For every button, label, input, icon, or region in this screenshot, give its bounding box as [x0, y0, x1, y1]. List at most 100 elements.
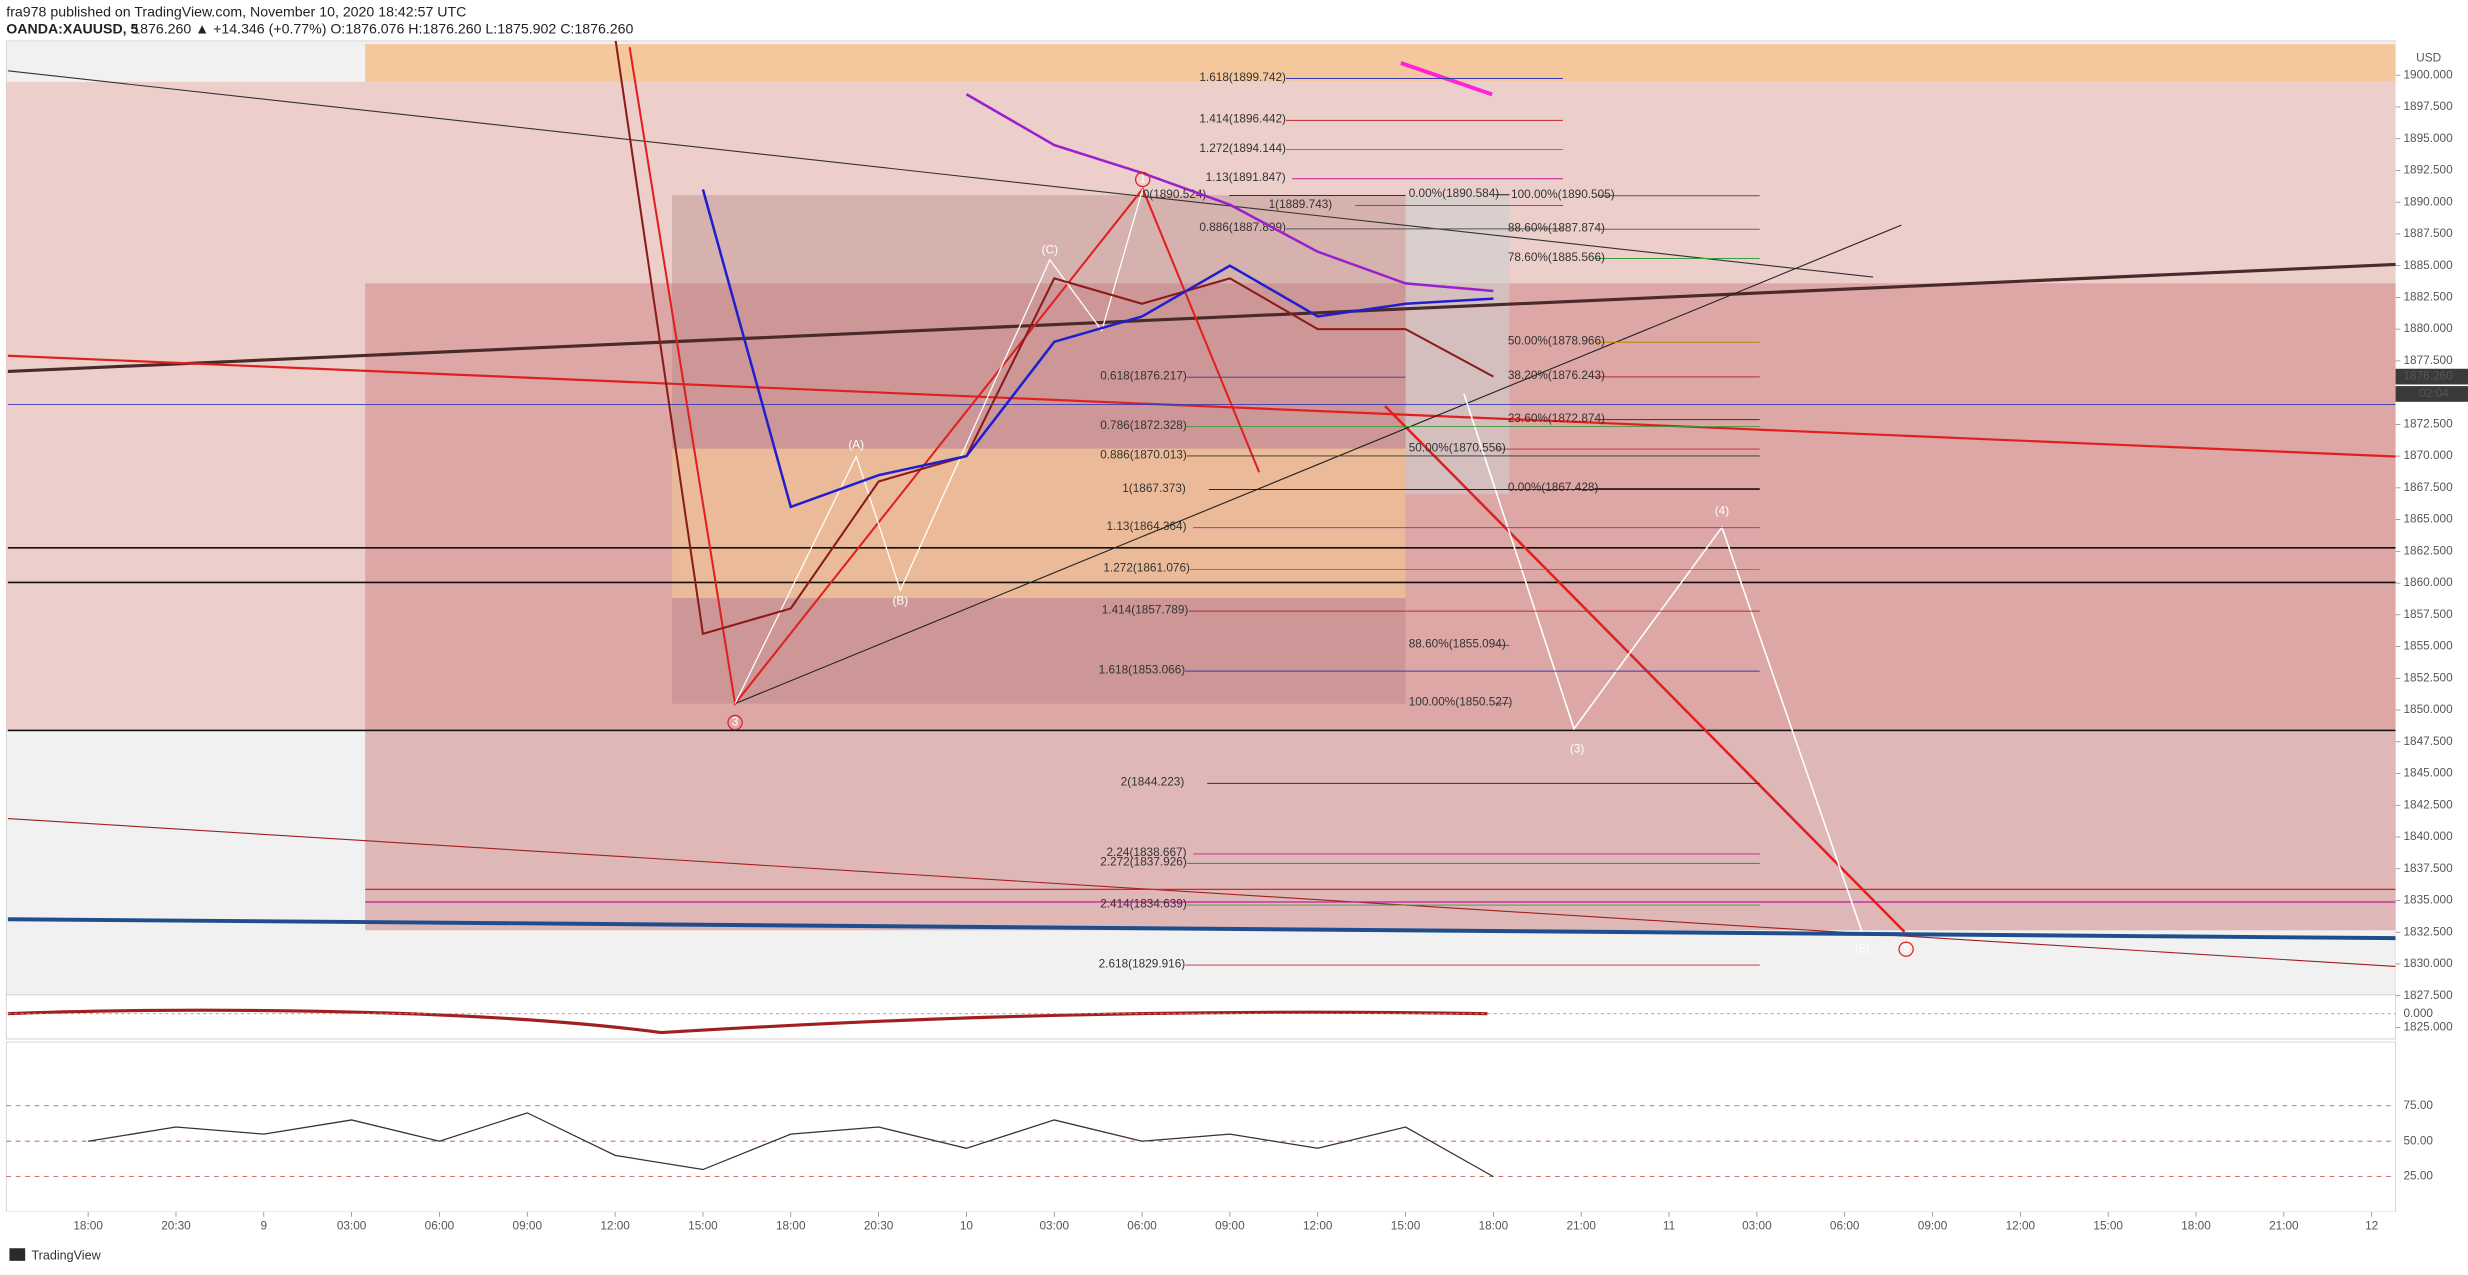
y-tick-label: 1860.000 [2403, 575, 2453, 589]
y-tick-label: 1882.500 [2403, 290, 2453, 304]
fib-label: 23.60%(1872.874) [1508, 411, 1605, 425]
x-tick-label: 15:00 [688, 1218, 718, 1232]
oscillator-pane [5, 994, 2396, 1040]
wave-label: 3 [732, 715, 739, 729]
series-line [701, 189, 1494, 509]
y-tick-label: 1895.000 [2403, 131, 2453, 145]
y-tick-label: 1850.000 [2403, 702, 2453, 716]
rsi-pane [5, 1041, 2396, 1213]
wave-label: 5 [1903, 941, 1910, 955]
y-tick-label: 1835.000 [2403, 893, 2453, 907]
fib-label: 1.13(1891.847) [1206, 170, 1286, 184]
osc-label: 0.000 [2403, 1006, 2433, 1020]
trend-line [7, 917, 2396, 941]
x-tick-label: 12:00 [2006, 1218, 2036, 1232]
y-tick-label: 1830.000 [2403, 956, 2453, 970]
x-tick-label: 20:30 [161, 1218, 191, 1232]
y-tick-label: 1892.500 [2403, 163, 2453, 177]
fib-label: 2.24(1838.667) [1107, 845, 1187, 859]
wave-circle [727, 714, 743, 731]
x-tick-label: 06:00 [1830, 1218, 1860, 1232]
projection [1463, 393, 1863, 933]
fib-label: 1(1889.743) [1269, 197, 1333, 211]
y-tick-label: 1847.500 [2403, 734, 2453, 748]
brand-logo [9, 1248, 26, 1261]
x-tick-label: 11 [1663, 1218, 1675, 1232]
x-tick-label: 12:00 [1303, 1218, 1333, 1232]
y-tick-label: 1827.500 [2403, 988, 2453, 1002]
fib-label: 88.60%(1855.094) [1409, 637, 1506, 651]
rsi-tick-label: 25.00 [2403, 1169, 2433, 1183]
x-tick-label: 03:00 [337, 1218, 367, 1232]
fib-label: 0.00%(1867.428) [1508, 480, 1599, 494]
rsi-tick-label: 75.00 [2403, 1098, 2433, 1112]
x-tick-label: 06:00 [1127, 1218, 1157, 1232]
brand: TradingView [31, 1248, 101, 1262]
fib-label: 1(1867.373) [1122, 481, 1186, 495]
countdown: 02:04 [2419, 386, 2449, 400]
y-tick-label: 1832.500 [2403, 924, 2453, 938]
x-tick-label: 10 [960, 1218, 974, 1232]
fib-label: 1.272(1861.076) [1103, 561, 1190, 575]
fib-label: 2.272(1837.926) [1100, 855, 1187, 869]
fib-label: 100.00%(1850.527) [1409, 695, 1513, 709]
currency: USD [2416, 50, 2441, 64]
x-tick-label: 12:00 [600, 1218, 630, 1232]
countdown-box [2395, 386, 2468, 402]
y-tick-label: 1862.500 [2403, 543, 2453, 557]
wave-label: (C) [1042, 242, 1058, 256]
series-line [614, 40, 1494, 636]
publish-info: fra978 published on TradingView.com, Nov… [6, 4, 466, 20]
wave-circle [1134, 171, 1151, 188]
y-tick-label: 1877.500 [2403, 353, 2453, 367]
trend-line [7, 262, 2396, 374]
x-tick-label: 03:00 [1742, 1218, 1772, 1232]
y-tick-label: 1890.000 [2403, 194, 2453, 208]
trend-line [7, 70, 1874, 278]
trend-line [7, 354, 2396, 458]
y-tick-label: 1825.000 [2403, 1020, 2453, 1034]
fib-label: 100.00%(1890.505) [1511, 187, 1615, 201]
zone [672, 448, 1406, 599]
fib-label: 0.618(1876.217) [1100, 368, 1187, 382]
fib-label: 1.618(1853.066) [1099, 662, 1186, 676]
wave-path [734, 188, 1144, 704]
x-tick-label: 18:00 [776, 1218, 806, 1232]
x-tick-label: 18:00 [1479, 1218, 1509, 1232]
fib-label: 88.60%(1887.874) [1508, 220, 1605, 234]
x-tick-label: 20:30 [864, 1218, 894, 1232]
y-tick-label: 1865.000 [2403, 512, 2453, 526]
x-tick-label: 21:00 [2269, 1218, 2299, 1232]
wave-label: (3) [1570, 741, 1584, 755]
fib-label: 1.414(1857.789) [1102, 602, 1189, 616]
y-tick-label: 1840.000 [2403, 829, 2453, 843]
x-tick-label: 21:00 [1566, 1218, 1596, 1232]
fib-label: 1.13(1864.364) [1107, 519, 1187, 533]
x-tick-label: 9 [261, 1218, 268, 1232]
fib-label: 0.886(1870.013) [1100, 447, 1187, 461]
x-tick-label: 06:00 [425, 1218, 455, 1232]
fib-levels: 1.618(1899.742) 1.414(1896.442) 1.272(1894… [1099, 70, 1760, 970]
y-tick-label: 1842.500 [2403, 797, 2453, 811]
trend-line [734, 224, 1902, 705]
wave-label: (5) [1855, 941, 1869, 955]
fib-label: 50.00%(1870.556) [1409, 440, 1506, 454]
x-tick-label: 15:00 [2093, 1218, 2123, 1232]
last-price: 1876.260 [2403, 369, 2453, 383]
y-tick-label: 1880.000 [2403, 321, 2453, 335]
projection [1384, 405, 1906, 933]
wave-label: 1 [1139, 172, 1146, 186]
fib-label: 50.00%(1878.966) [1508, 334, 1605, 348]
y-tick-label: 1885.000 [2403, 258, 2453, 272]
x-tick-label: 18:00 [73, 1218, 103, 1232]
y-tick-label: 1852.500 [2403, 670, 2453, 684]
fib-label: 78.60%(1885.566) [1508, 250, 1605, 264]
y-tick-label: 1845.000 [2403, 766, 2453, 780]
fib-label: 1.618(1899.742) [1199, 70, 1286, 84]
wave-path [628, 47, 1261, 707]
symbol: OANDA:XAUUSD, 5 [6, 22, 138, 38]
y-tick-label: 1900.000 [2403, 67, 2453, 81]
oscillator-line [7, 1008, 1488, 1035]
price-axis [2395, 40, 2468, 1213]
